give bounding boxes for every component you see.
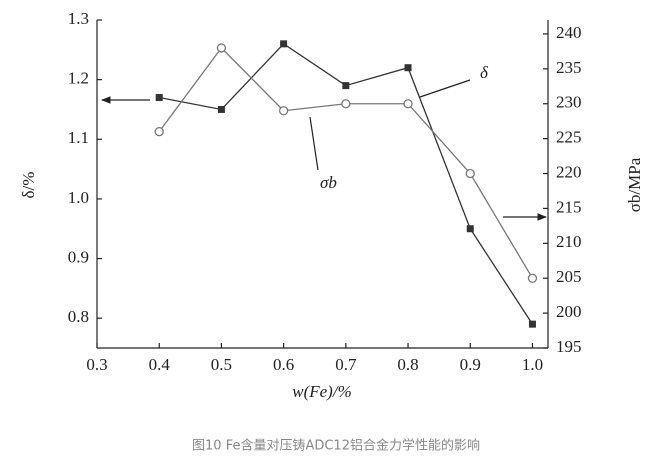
leader-line: [419, 79, 471, 98]
point: [403, 99, 413, 109]
y2-tick-label: 240: [556, 23, 582, 42]
point: [466, 225, 474, 233]
y-tick-label: 1.3: [68, 9, 89, 28]
y-axis-label: δ/%: [19, 172, 38, 199]
y-tick-label: 0.8: [68, 307, 89, 326]
y2-tick-label: 215: [556, 197, 582, 216]
x-tick-label: 0.8: [397, 355, 418, 374]
y-tick-label: 0.9: [68, 247, 89, 266]
y2-tick-label: 235: [556, 58, 582, 77]
point: [341, 99, 351, 109]
y2-tick-label: 210: [556, 232, 582, 251]
x-tick-label: 0.9: [460, 355, 481, 374]
caption: 图10 Fe含量对压铸ADC12铝合金力学性能的影响: [192, 438, 480, 454]
point: [465, 168, 475, 179]
point: [528, 320, 536, 328]
point: [155, 94, 163, 102]
point: [527, 273, 538, 283]
y2-tick-label: 225: [556, 128, 582, 147]
point: [342, 82, 350, 90]
point: [154, 127, 164, 137]
y2-tick-label: 230: [556, 93, 582, 112]
y-tick-label: 1.1: [68, 128, 89, 147]
x-tick-label: 0.4: [149, 355, 171, 374]
point: [216, 43, 227, 53]
series-label: σb: [320, 173, 337, 192]
y2-tick-label: 195: [556, 337, 582, 356]
point: [217, 105, 225, 113]
point: [280, 40, 288, 48]
point: [278, 106, 289, 116]
x-tick-label: 0.7: [335, 355, 357, 374]
leader-line: [309, 116, 319, 171]
x-tick-label: 0.3: [86, 355, 107, 374]
series-label: δ: [480, 63, 489, 82]
x-tick-label: 0.5: [211, 355, 232, 374]
x-tick-label: 1.0: [522, 355, 543, 374]
y2-axis-label: σb/MPa: [625, 157, 644, 212]
point: [404, 64, 412, 72]
y-tick-label: 1.0: [68, 188, 89, 207]
y-tick-label: 1.2: [68, 69, 89, 88]
x-tick-label: 0.6: [273, 355, 294, 374]
y2-tick-label: 220: [556, 162, 582, 181]
x-axis-label: w(Fe)/%: [292, 382, 351, 401]
y2-tick-label: 205: [556, 267, 582, 286]
y2-tick-label: 200: [556, 302, 582, 321]
